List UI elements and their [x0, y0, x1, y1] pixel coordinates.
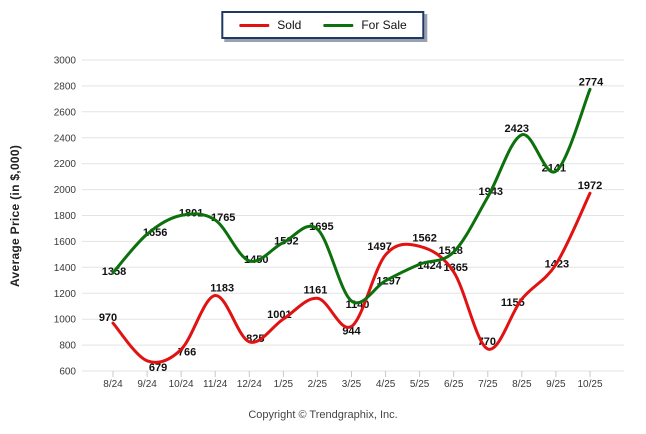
x-tick-label: 8/25	[512, 379, 532, 390]
x-tick-label: 10/25	[577, 379, 602, 390]
x-tick-label: 9/25	[546, 379, 566, 390]
data-point-label: 1972	[578, 180, 602, 192]
data-point-label: 2774	[579, 76, 604, 88]
y-tick-label: 1000	[54, 315, 77, 326]
y-tick-label: 1600	[54, 237, 77, 248]
data-point-label: 2423	[505, 123, 529, 135]
x-tick-label: 7/25	[478, 379, 498, 390]
x-tick-label: 2/25	[308, 379, 328, 390]
y-axis-title: Average Price (in $,000)	[8, 144, 22, 287]
x-tick-label: 5/25	[410, 379, 430, 390]
y-tick-label: 1200	[54, 289, 77, 300]
x-tick-label: 11/24	[203, 379, 228, 390]
copyright-text: Copyright © Trendgraphix, Inc.	[248, 409, 398, 421]
legend-label-sold: Sold	[277, 18, 302, 32]
y-tick-label: 800	[59, 341, 76, 352]
y-tick-label: 2000	[54, 185, 77, 196]
x-tick-label: 9/24	[137, 379, 157, 390]
y-tick-label: 2600	[54, 107, 77, 118]
y-tick-label: 1800	[54, 211, 77, 222]
data-point-label: 1562	[412, 232, 436, 244]
x-tick-label: 4/25	[376, 379, 396, 390]
legend-item-for-sale: For Sale	[323, 18, 407, 32]
data-point-label: 1183	[210, 283, 234, 295]
x-tick-label: 12/24	[237, 379, 262, 390]
for-sale-line-swatch	[323, 23, 354, 27]
legend-label-for-sale: For Sale	[361, 18, 407, 32]
data-point-label: 1497	[367, 241, 391, 253]
data-point-label: 1695	[309, 221, 333, 233]
y-tick-label: 3000	[54, 56, 77, 67]
x-tick-label: 10/24	[169, 379, 194, 390]
for-sale-line	[111, 87, 592, 305]
sold-line	[111, 191, 592, 364]
y-tick-label: 2400	[54, 133, 77, 144]
x-tick-label: 6/25	[444, 379, 464, 390]
y-tick-label: 2800	[54, 81, 77, 92]
y-tick-label: 2200	[54, 159, 77, 170]
x-tick-label: 3/25	[342, 379, 362, 390]
sold-line-swatch	[239, 23, 270, 27]
data-point-label: 970	[99, 312, 117, 324]
x-tick-label: 1/25	[274, 379, 294, 390]
data-point-label: 1656	[143, 227, 167, 239]
y-tick-label: 1400	[54, 263, 77, 274]
legend: Sold For Sale	[221, 11, 425, 39]
legend-item-sold: Sold	[239, 18, 301, 32]
data-point-label: 679	[149, 362, 167, 374]
x-tick-label: 8/24	[103, 379, 123, 390]
y-tick-label: 600	[59, 367, 76, 378]
data-point-label: 1161	[303, 284, 327, 296]
